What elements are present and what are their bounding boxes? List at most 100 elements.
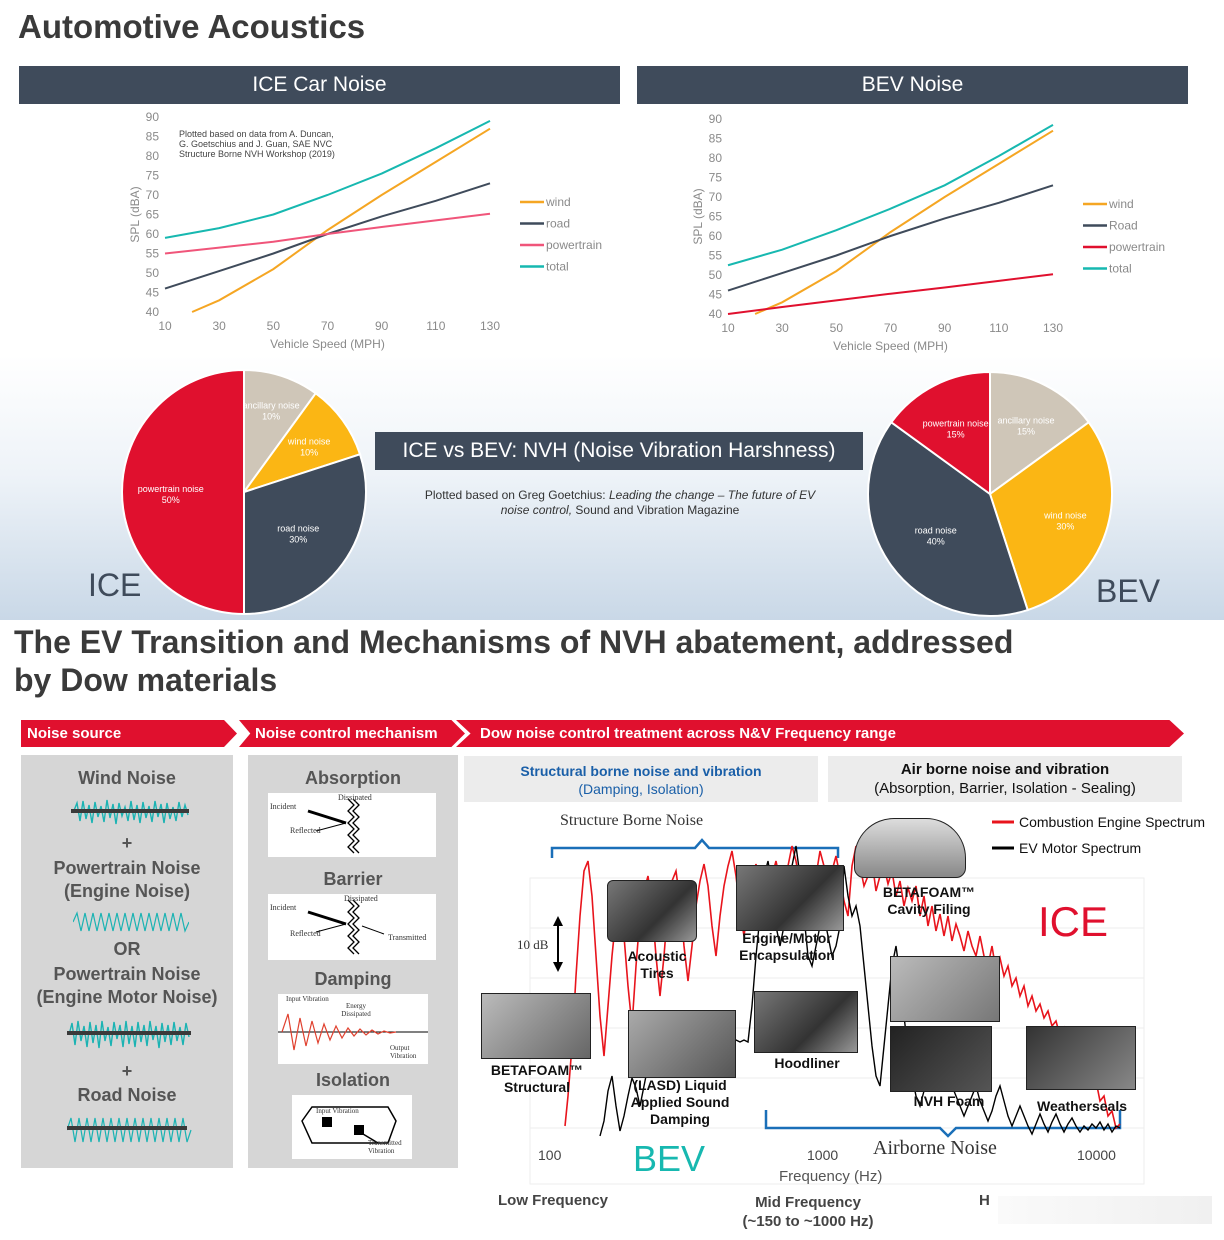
structure-borne-label: Structure Borne Noise — [560, 812, 704, 829]
source-suffix: Sound and Vibration Magazine — [572, 503, 740, 517]
acoustic-tires-image — [607, 880, 697, 942]
y-tick-label: 90 — [709, 112, 723, 126]
annotation-line-3: Structure Borne NVH Workshop (2019) — [179, 149, 335, 159]
betafoam-cavity-l1: BETAFOAM™ — [882, 884, 976, 900]
band-low: Low Frequency — [498, 1192, 609, 1209]
x-tick-label: 50 — [267, 319, 281, 333]
absorption-title: Absorption — [305, 768, 401, 788]
motor-noise-waveform — [67, 1020, 191, 1049]
series-line-powertrain — [164, 212, 491, 255]
ice-line-chart: 40 45 50 55 60 65 70 75 80 85 90 10 30 50 70 90 110 130 Ve… — [128, 110, 602, 351]
x-tick-label: 30 — [212, 319, 226, 333]
band-mid-l2: (~150 to ~1000 Hz) — [742, 1213, 874, 1230]
iso-transmitted: Transmitted Vibration — [368, 1139, 402, 1155]
pie-slice-ancillary-noise — [989, 370, 1091, 496]
x-axis-title: Vehicle Speed (MPH) — [270, 337, 385, 351]
isolation-title: Isolation — [315, 1070, 390, 1090]
series-line-wind — [191, 127, 491, 313]
y-tick-label: 60 — [709, 229, 723, 243]
y-tick-label: 80 — [709, 151, 723, 165]
lasd-l1: (LASD) Liquid — [633, 1077, 727, 1093]
y-tick-label: 70 — [146, 188, 160, 202]
betafoam-structural-image — [481, 993, 591, 1059]
x-tick-label: 50 — [830, 321, 844, 335]
x-tick-label: 70 — [884, 321, 898, 335]
pie-slice-road-noise — [867, 420, 1029, 617]
arrow-treatment: Dow noise control treatment across N&V F… — [456, 720, 1184, 747]
band-mid: Mid Frequency (~150 to ~1000 Hz) — [728, 1193, 888, 1231]
ice-pie-chart: ancillary noise 10% wind noise 10% road nois… — [121, 368, 367, 616]
nvh-foam-image-2 — [890, 1026, 992, 1092]
bev-header: BEV Noise — [637, 66, 1188, 104]
damp-input: Input Vibration — [286, 995, 329, 1003]
series-line-powertrain — [727, 273, 1054, 315]
isolation-diagram: Input Vibration Transmitted Vibration — [292, 1095, 412, 1159]
y-tick-label: 65 — [146, 208, 160, 222]
car-body-image — [854, 818, 966, 878]
damp-output: Output Vibration — [390, 1044, 417, 1060]
ice-big-label: ICE — [1038, 898, 1109, 945]
hoodliner-image — [754, 991, 858, 1053]
y-tick-label: 55 — [146, 247, 160, 261]
powertrain-motor-title: Powertrain Noise (Engine Motor Noise) — [21, 963, 233, 1009]
hoodliner-label: Hoodliner — [774, 1055, 840, 1071]
x-tick-label: 110 — [426, 319, 445, 333]
pie-slice-ancillary-noise — [243, 368, 318, 496]
source-prefix: Plotted based on Greg Goetchius: — [424, 488, 609, 502]
damping-diagram: Input Vibration Energy Dissipated Output… — [278, 994, 428, 1064]
engine-encap-label: Engine/Motor Encapsulation — [734, 930, 840, 964]
legend-label: wind — [1108, 197, 1134, 211]
y-tick-label: 40 — [146, 305, 160, 319]
annotation-line-1: Plotted based on data from A. Duncan, — [179, 129, 334, 139]
structural-title: Structural borne noise and vibration — [520, 763, 762, 779]
barrier-diagram: Incident Dissipated Reflected Transmitte… — [268, 894, 436, 960]
wind-noise-waveform — [71, 799, 189, 825]
series-line-total — [164, 120, 491, 239]
y-tick-label: 50 — [146, 266, 160, 280]
y-tick-label: 55 — [709, 249, 723, 263]
x-tick-1000: 1000 — [807, 1147, 839, 1163]
pt1-line-2: (Engine Noise) — [63, 881, 190, 901]
lasd-l2: Applied Sound — [630, 1094, 730, 1110]
x-tick-label: 90 — [375, 319, 389, 333]
engine-encap-l2: Encapsulation — [739, 947, 835, 963]
road-noise-title: Road Noise — [77, 1085, 177, 1105]
pie-slice-wind-noise — [988, 420, 1113, 612]
y-tick-label: 80 — [146, 149, 160, 163]
legend-combustion: Combustion Engine Spectrum — [1019, 814, 1205, 830]
x-tick-label: 10 — [158, 319, 172, 333]
acoustic-tires-label: Acoustic Tires — [620, 948, 694, 982]
y-tick-label: 90 — [146, 110, 160, 124]
y-tick-label: 85 — [146, 130, 160, 144]
pie-label: powertrain noise 15% — [923, 419, 989, 440]
y-tick-label: 75 — [709, 171, 723, 185]
airborne-noise-label: Airborne Noise — [873, 1137, 997, 1159]
abs-dissipated: Dissipated — [338, 793, 372, 802]
pie-label: ancillary noise 15% — [997, 415, 1054, 436]
pie-label: wind noise 10% — [287, 437, 331, 458]
wind-noise-title: Wind Noise — [78, 768, 176, 788]
pie-label: road noise 30% — [277, 523, 319, 544]
betafoam-cavity-l2: Cavity Filing — [887, 901, 971, 917]
band-high: H — [979, 1192, 990, 1209]
page-title: Automotive Acoustics — [18, 8, 366, 45]
x-axis-label: Frequency (Hz) — [779, 1168, 883, 1185]
road-noise-waveform — [67, 1117, 192, 1143]
bev-big-label: BEV — [633, 1138, 706, 1179]
x-tick-label: 90 — [938, 321, 952, 335]
damp-energy: Energy Dissipated — [341, 1002, 371, 1018]
legend-label: powertrain — [1109, 240, 1165, 254]
weatherseals-image — [1026, 1026, 1136, 1090]
acoustic-tires-l2: Tires — [640, 965, 674, 981]
engine-encap-l1: Engine/Motor — [742, 930, 832, 946]
x-tick-label: 10 — [721, 321, 735, 335]
x-tick-label: 30 — [775, 321, 789, 335]
bev-pie-chart: ancillary noise 15% wind noise 30% road nois… — [867, 370, 1113, 617]
absorption-diagram: Incident Dissipated Reflected — [268, 793, 436, 857]
mechanism-panel: Absorption Incident Dissipated Reflected… — [248, 755, 458, 1168]
y-tick-label: 45 — [709, 288, 723, 302]
y-tick-label: 40 — [709, 307, 723, 321]
x-tick-100: 100 — [538, 1147, 562, 1163]
section2-title: The EV Transition and Mechanisms of NVH … — [14, 623, 1013, 699]
nvh-foam-image-1 — [890, 956, 1000, 1022]
